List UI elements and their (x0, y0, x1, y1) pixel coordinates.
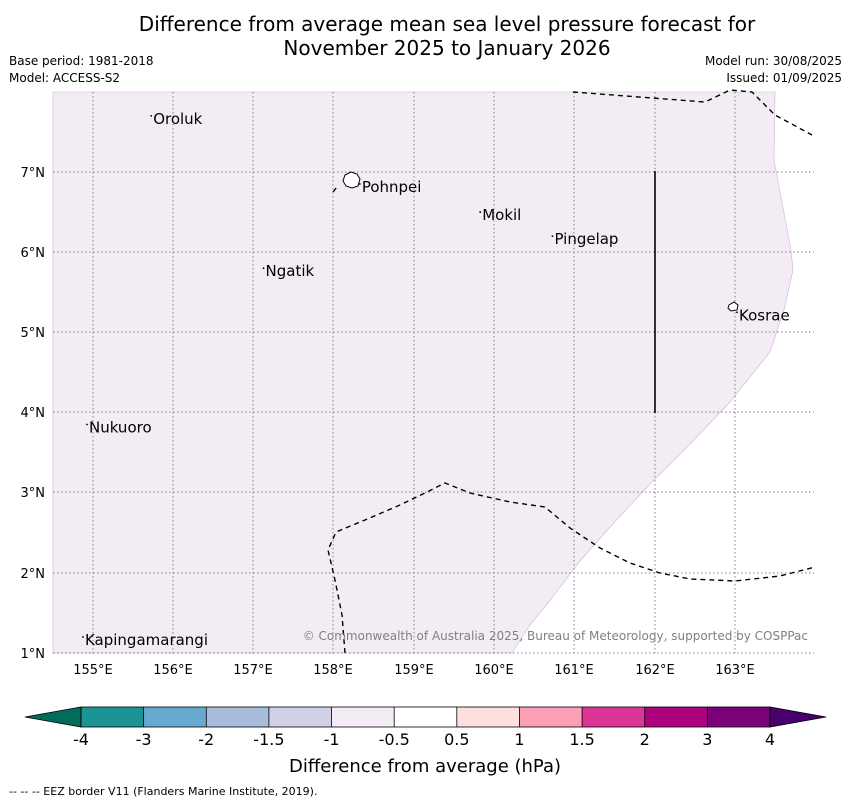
lon-tick-label: 156°E (153, 663, 193, 678)
colorbar-tick-label: 3 (702, 730, 712, 749)
colorbar-over-triangle (769, 706, 827, 728)
lon-tick-label: 161°E (554, 663, 594, 678)
lat-tick-label: 4°N (21, 406, 46, 421)
lat-tick-label: 3°N (21, 486, 46, 501)
colorbar-bin (206, 707, 270, 727)
lat-tick-label: 2°N (21, 567, 46, 582)
lon-tick-labels: 155°E 156°E 157°E 158°E 159°E 160°E 161°… (73, 663, 755, 678)
colorbar-tick-label: -0.5 (379, 730, 410, 749)
islands (342, 171, 739, 312)
colorbar-tick-labels: -4 -3 -2 -1.5 -1 -0.5 0.5 1 1.5 2 3 4 (73, 707, 775, 749)
colorbar-tick-label: 2 (640, 730, 650, 749)
colorbar-tick-label: -2 (198, 730, 214, 749)
place-label: Pohnpei (362, 178, 422, 196)
colorbar-bin (331, 707, 395, 727)
colorbar-bin (644, 707, 708, 727)
place-marker (479, 211, 482, 213)
place-label: Mokil (482, 206, 521, 224)
lon-tick-label: 157°E (233, 663, 273, 678)
map-title: Difference from average mean sea level p… (0, 12, 850, 60)
colorbar-bin (707, 707, 771, 727)
place-label: Oroluk (153, 110, 202, 128)
colorbar-under-triangle (24, 706, 82, 728)
colorbar-label: Difference from average (hPa) (289, 756, 561, 777)
lon-tick-label: 158°E (313, 663, 353, 678)
colorbar-bin (143, 707, 207, 727)
place-labels: Oroluk Pohnpei Mokil Pingelap Ngatik Kosrae Nu… (82, 110, 790, 649)
lon-tick-label: 163°E (715, 663, 755, 678)
lat-tick-label: 5°N (21, 326, 46, 341)
lat-tick-label: 6°N (21, 246, 46, 261)
eez-borders (327, 89, 816, 654)
colorbar-bin (582, 707, 646, 727)
place-label: Kapingamarangi (85, 631, 208, 649)
colorbar-tick-label: 1.5 (569, 730, 594, 749)
colorbar-tick-label: -3 (136, 730, 152, 749)
place-marker (86, 423, 88, 426)
colorbar-tick-label: -1.5 (253, 730, 284, 749)
lat-tick-label: 7°N (21, 166, 46, 181)
place-label: Pingelap (554, 230, 618, 248)
colorbar-bin (519, 707, 583, 727)
colorbar-bins (81, 707, 771, 727)
kosrae-island-shape (727, 301, 739, 312)
place-label: Kosrae (739, 306, 790, 324)
meta-right: Model run: 30/08/2025 Issued: 01/09/2025 (705, 53, 842, 87)
place-marker (551, 235, 554, 238)
model-text: Model: ACCESS-S2 (9, 71, 121, 85)
lat-tick-labels: 7°N 6°N 5°N 4°N 3°N 2°N 1°N (21, 166, 46, 662)
colorbar-tick-label: 4 (765, 730, 775, 749)
colorbar: -4 -3 -2 -1.5 -1 -0.5 0.5 1 1.5 2 3 4 Difference fr… (24, 706, 827, 777)
issued-text: Issued: 01/09/2025 (726, 71, 842, 85)
lon-tick-label: 155°E (73, 663, 113, 678)
colorbar-bin (81, 707, 145, 727)
pohnpei-island-shape (342, 171, 361, 189)
colorbar-bin (268, 707, 333, 727)
lon-tick-label: 162°E (635, 663, 675, 678)
lon-tick-label: 160°E (474, 663, 514, 678)
colorbar-tick-label: 0.5 (444, 730, 469, 749)
colorbar-bin (394, 707, 458, 727)
pressure-shaded-region (52, 91, 794, 654)
place-marker (358, 183, 361, 185)
meta-left: Base period: 1981-2018 Model: ACCESS-S2 (9, 53, 154, 87)
colorbar-tick-label: -1 (324, 730, 340, 749)
place-marker (736, 311, 738, 314)
colorbar-bin (456, 707, 520, 727)
model-run-text: Model run: 30/08/2025 (704, 54, 842, 68)
place-label: Ngatik (266, 262, 315, 280)
eez-source-note: -- -- -- EEZ border V11 (Flanders Marine… (9, 785, 318, 798)
lat-tick-label: 1°N (21, 647, 46, 662)
base-period-text: Base period: 1981-2018 (9, 54, 154, 68)
place-marker (150, 114, 153, 117)
place-label: Nukuoro (89, 419, 152, 437)
map-panel: Oroluk Pohnpei Mokil Pingelap Ngatik Kosrae Nu… (52, 89, 816, 654)
lon-tick-label: 159°E (394, 663, 434, 678)
place-marker (82, 636, 84, 638)
colorbar-tick-label: 1 (514, 730, 524, 749)
colorbar-tick-label: -4 (73, 730, 89, 749)
title-line-1: Difference from average mean sea level p… (138, 12, 756, 36)
title-line-2: November 2025 to January 2026 (283, 36, 611, 60)
copyright-text: © Commonwealth of Australia 2025, Bureau… (303, 629, 808, 643)
place-marker (262, 267, 265, 270)
